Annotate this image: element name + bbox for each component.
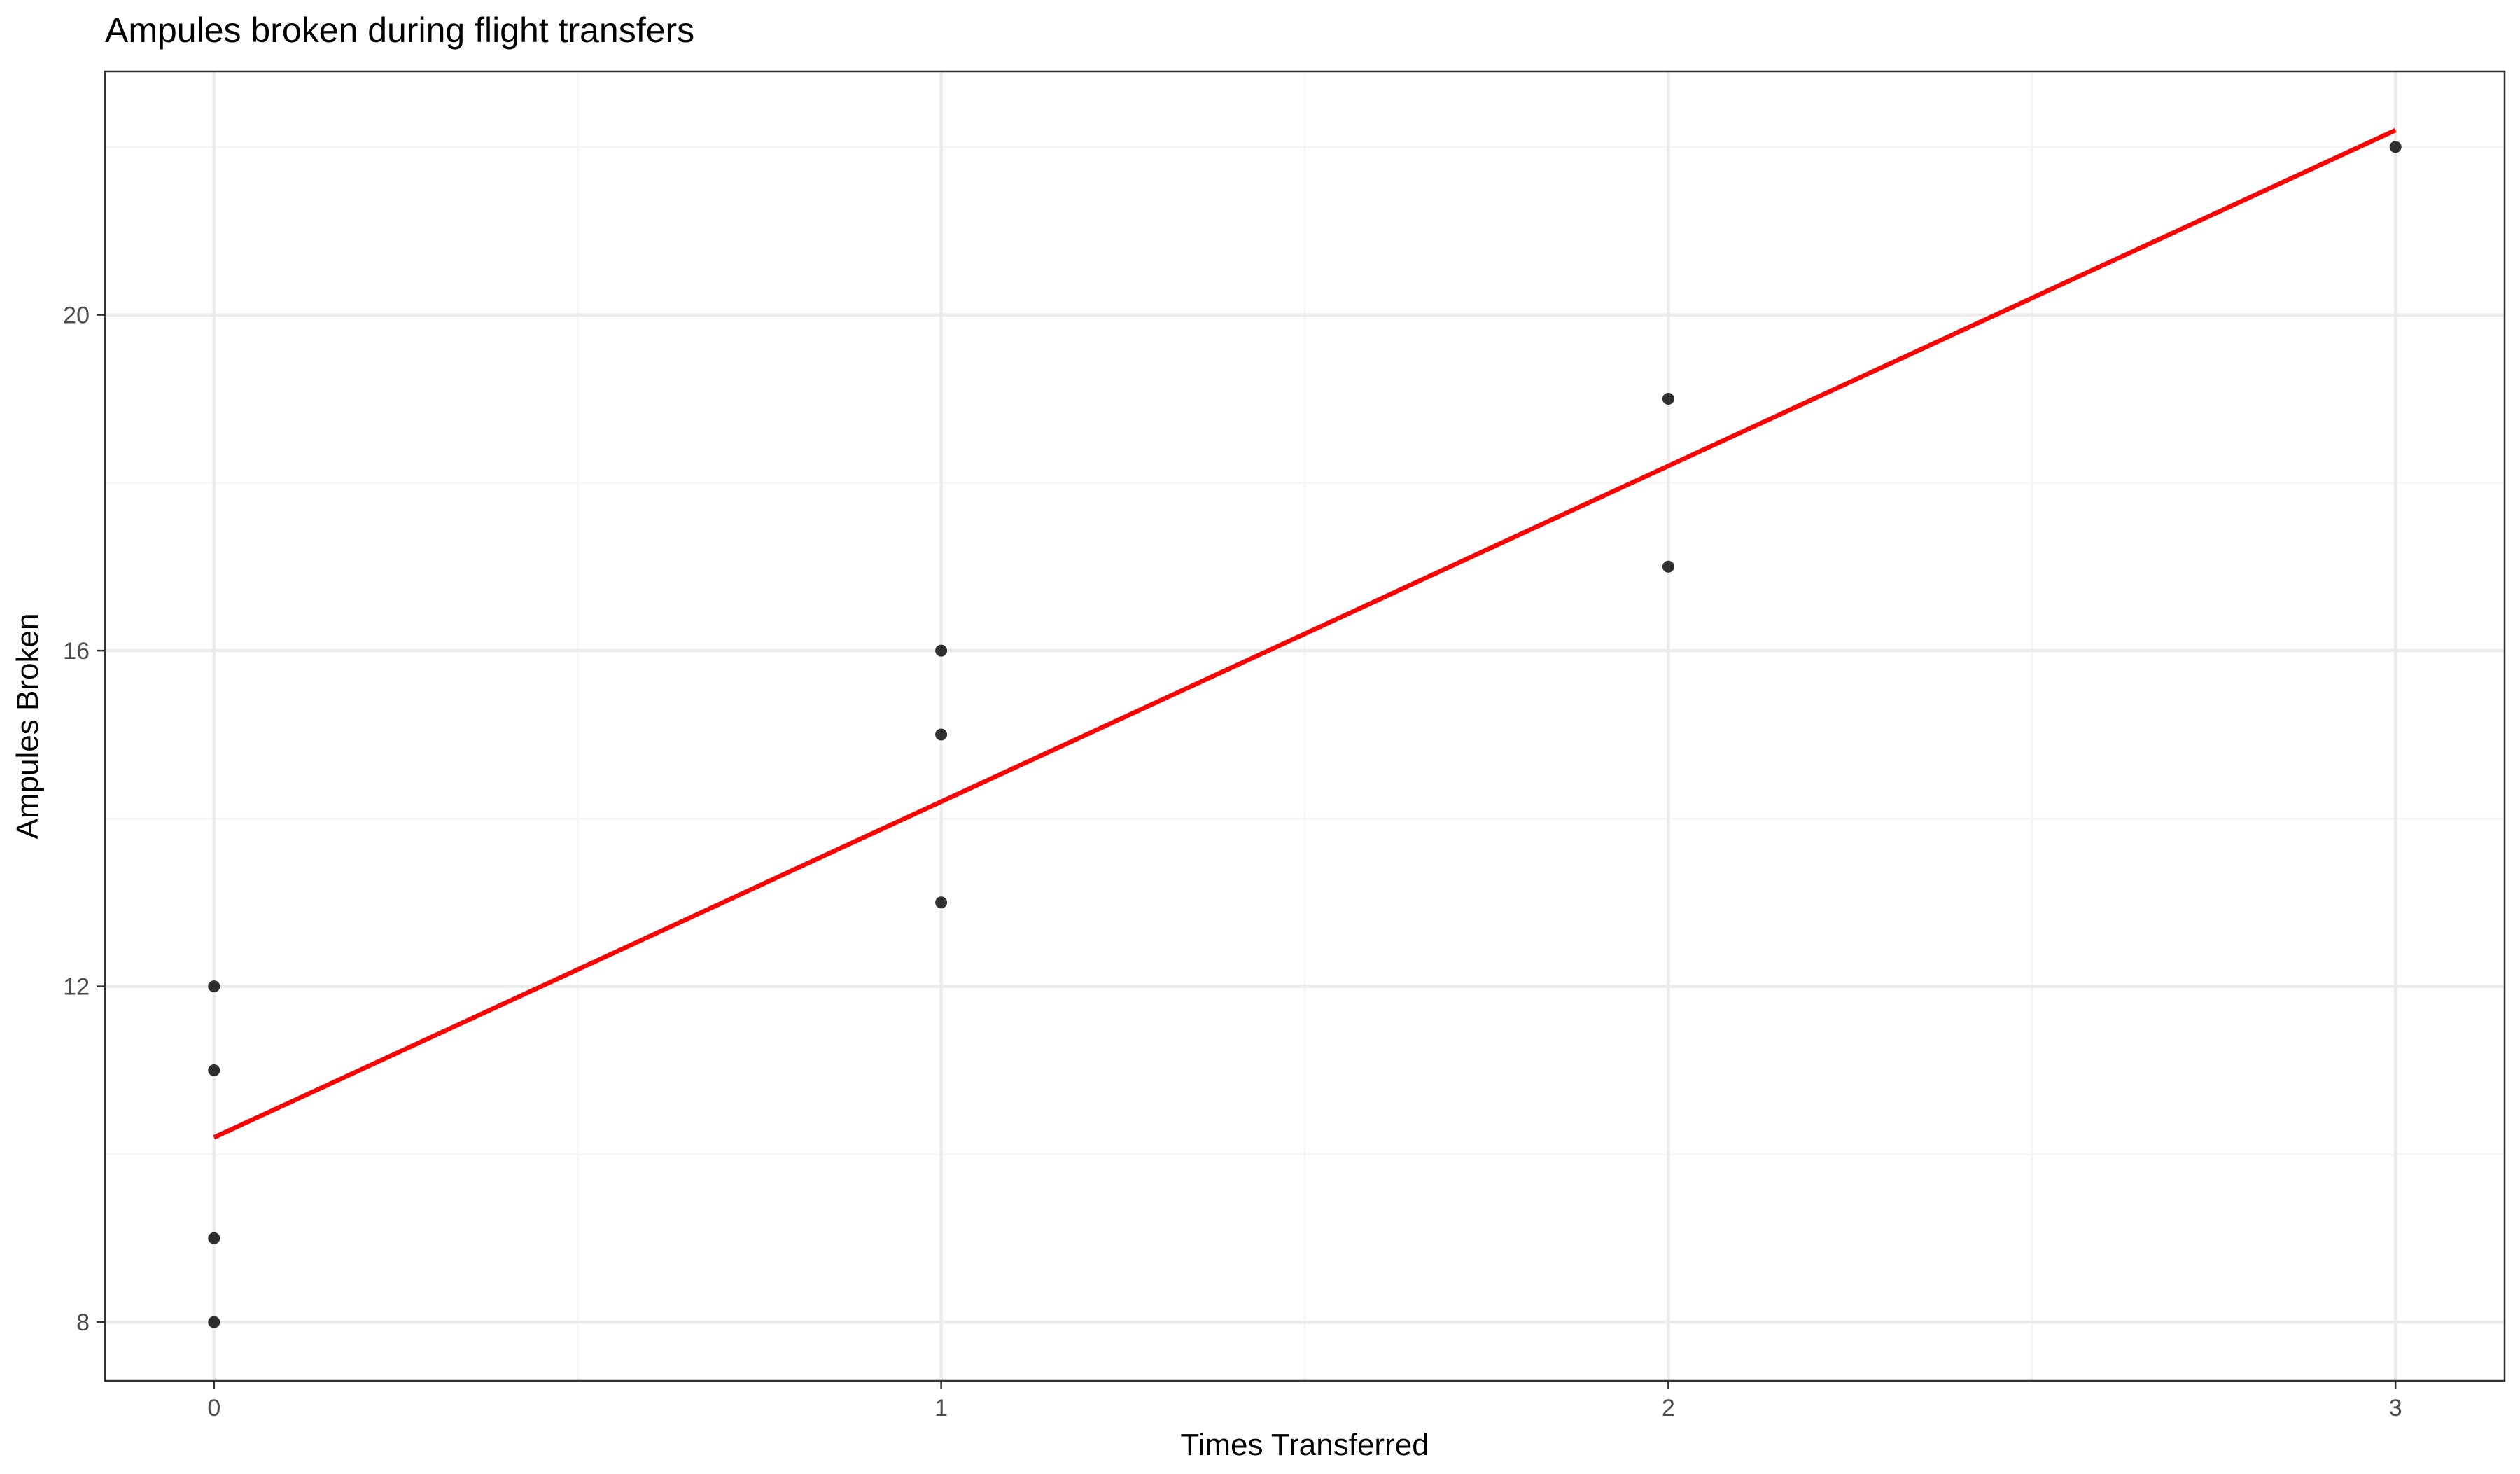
data-point [208,1064,220,1076]
y-tick-label: 16 [63,638,90,665]
data-point [2389,141,2402,153]
data-point [1662,393,1674,405]
minor-gridlines [105,71,2505,1381]
data-point [935,644,948,657]
data-point [208,980,220,993]
y-tick-label: 8 [76,1309,90,1336]
regression-line-layer [213,127,2397,1140]
data-point [935,896,948,909]
y-axis-ticks: 8 12 16 20 [63,303,105,1336]
y-axis-title: Ampules Broken [10,613,45,840]
x-tick-label: 2 [1662,1395,1675,1421]
y-tick-label: 12 [63,974,90,1001]
y-tick-label: 20 [63,303,90,329]
x-tick-label: 1 [934,1395,948,1421]
data-point [208,1232,220,1244]
x-axis-title: Times Transferred [1180,1428,1429,1462]
x-axis-ticks: 0 1 2 3 [207,1381,2402,1421]
x-tick-label: 0 [207,1395,220,1421]
major-gridlines [105,71,2505,1381]
panel-border [104,70,2506,1382]
data-point [208,1316,220,1328]
chart-title: Ampules broken during flight transfers [105,11,694,50]
x-tick-label: 3 [2389,1395,2402,1421]
data-point [1662,560,1674,573]
data-points [208,141,2402,1328]
data-point [935,728,948,741]
regression-line [213,127,2397,1140]
